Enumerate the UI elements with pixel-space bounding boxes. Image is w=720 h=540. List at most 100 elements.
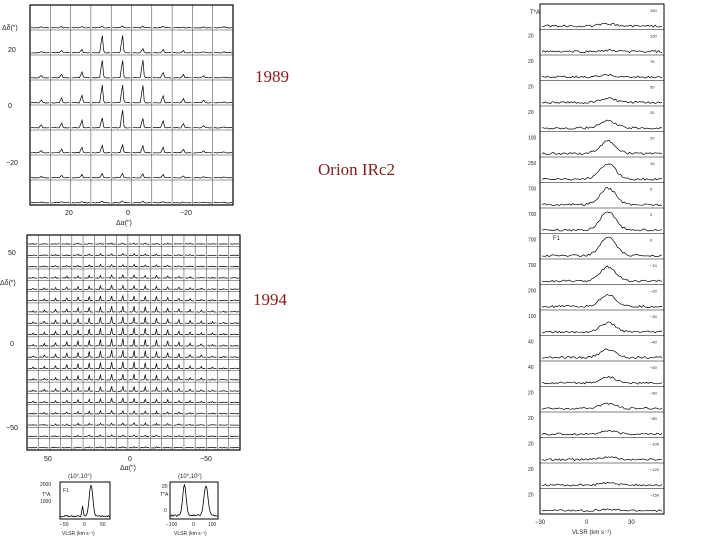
cell-spectrum	[39, 243, 49, 245]
cell-spectrum	[50, 353, 60, 358]
cell-spectrum	[39, 401, 49, 404]
cell-spectrum	[151, 363, 161, 370]
cell-spectrum	[193, 150, 212, 154]
cell-spectrum	[196, 354, 206, 358]
cell-spectrum	[128, 350, 139, 358]
cell-spectrum	[117, 316, 128, 324]
cell-spectrum	[72, 363, 83, 370]
cell-spectrum	[229, 333, 240, 336]
cell-spectrum	[207, 366, 217, 370]
inset-right-ytick-2: 0	[164, 508, 167, 514]
cell-spectrum	[184, 342, 195, 347]
cell-spectrum	[61, 297, 71, 302]
cell-spectrum	[27, 254, 38, 257]
cell-spectrum	[173, 26, 192, 29]
stacked-panel-spectrum	[541, 265, 663, 283]
stacked-panel-offset: −150	[650, 493, 660, 498]
stacked-panel-scale: 20	[528, 34, 534, 40]
cell-spectrum	[195, 424, 206, 426]
cell-spectrum	[229, 322, 240, 324]
cell-spectrum	[83, 253, 94, 256]
cell-spectrum	[173, 340, 184, 347]
cell-spectrum	[213, 51, 233, 54]
cell-spectrum	[106, 306, 116, 313]
cell-spectrum	[72, 285, 83, 290]
cell-spectrum	[84, 398, 94, 404]
cell-spectrum	[83, 422, 94, 426]
cell-spectrum	[218, 265, 228, 268]
cell-spectrum	[162, 411, 172, 415]
cell-spectrum	[30, 149, 50, 154]
map-1989-ytick-1: 20	[8, 47, 16, 54]
cell-spectrum	[117, 422, 128, 426]
cell-spectrum	[106, 373, 116, 381]
cell-spectrum	[162, 446, 172, 449]
cell-spectrum	[152, 25, 172, 29]
cell-spectrum	[162, 264, 172, 268]
cell-spectrum	[27, 355, 38, 358]
cell-spectrum	[140, 362, 150, 370]
cell-spectrum	[151, 434, 161, 438]
cell-spectrum	[106, 338, 116, 347]
cell-spectrum	[132, 200, 151, 204]
map-1994-grid	[27, 235, 240, 450]
map-1994-xtick-1: 50	[44, 456, 52, 463]
cell-spectrum	[50, 308, 60, 313]
cell-spectrum	[51, 122, 70, 129]
cell-spectrum	[117, 361, 127, 370]
cell-spectrum	[184, 243, 195, 245]
cell-spectrum	[207, 243, 217, 245]
cell-spectrum	[196, 377, 206, 381]
stacked-panel-scale: 700	[528, 212, 537, 218]
cell-spectrum	[173, 329, 184, 336]
cell-spectrum	[30, 201, 50, 204]
cell-spectrum	[207, 254, 217, 256]
cell-spectrum	[213, 176, 233, 179]
map-1989-spectra	[30, 25, 233, 204]
stacked-panel-spectrum	[541, 236, 663, 258]
cell-spectrum	[117, 350, 128, 358]
cell-spectrum	[152, 201, 172, 204]
cell-spectrum	[39, 331, 49, 336]
map-1994-xlabel: Δα(")	[120, 465, 136, 472]
cell-spectrum	[50, 286, 60, 290]
map-1989-xtick-1: 20	[65, 210, 73, 217]
inset-right-header: (10°,10°)	[178, 474, 202, 480]
cell-spectrum	[184, 365, 195, 370]
label-source: Orion IRc2	[318, 160, 395, 179]
cell-spectrum	[218, 344, 228, 347]
cell-spectrum	[207, 309, 217, 313]
cell-spectrum	[128, 317, 139, 324]
cell-spectrum	[128, 386, 139, 392]
inset-left-xtick-2: 0	[83, 522, 86, 528]
stacked-xtick-2: 0	[585, 520, 589, 526]
cell-spectrum	[229, 288, 240, 290]
cell-spectrum	[95, 362, 105, 370]
cell-spectrum	[83, 285, 94, 290]
stacked-panel-spectrum	[541, 211, 663, 232]
map-1989-ytick-2: 0	[8, 103, 12, 110]
cell-spectrum	[106, 253, 116, 256]
cell-spectrum	[27, 321, 38, 324]
cell-spectrum	[112, 172, 131, 179]
stacked-panel-spectrum	[541, 402, 663, 411]
stacked-panel-offset: 5	[650, 187, 653, 192]
cell-spectrum	[117, 446, 128, 449]
cell-spectrum	[112, 35, 131, 54]
cell-spectrum	[173, 423, 184, 426]
stacked-panel-offset: 75	[650, 59, 655, 64]
stacked-panel-spectrum	[541, 294, 663, 308]
cell-spectrum	[38, 424, 49, 426]
cell-spectrum	[72, 386, 83, 392]
cell-spectrum	[27, 424, 38, 426]
cell-spectrum	[184, 319, 195, 324]
cell-spectrum	[72, 339, 83, 347]
cell-spectrum	[71, 201, 90, 204]
cell-spectrum	[128, 295, 139, 302]
cell-spectrum	[39, 320, 49, 324]
cell-spectrum	[72, 242, 83, 245]
cell-spectrum	[173, 411, 184, 415]
cell-spectrum	[39, 365, 49, 370]
cell-spectrum	[50, 423, 60, 426]
cell-spectrum	[27, 435, 38, 438]
